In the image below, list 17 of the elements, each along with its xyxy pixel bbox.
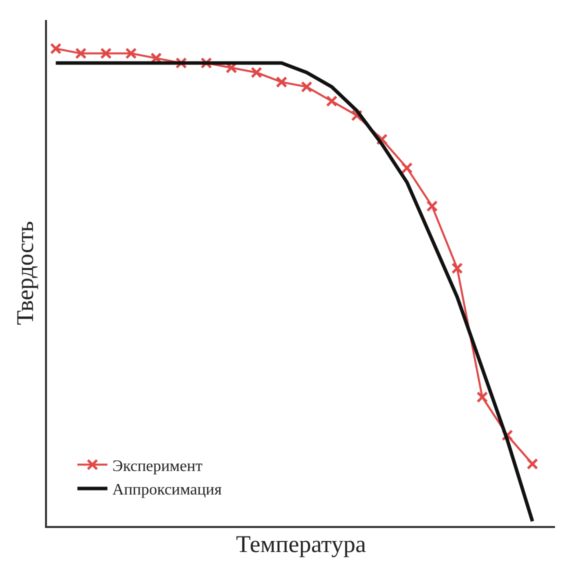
point (476, 391, 488, 403)
legend-label: Аппроксимация (112, 482, 222, 499)
point (125, 48, 137, 60)
point (250, 66, 262, 78)
point (526, 458, 538, 470)
point (326, 95, 338, 107)
point (451, 262, 463, 274)
point (426, 200, 438, 212)
point (401, 162, 413, 174)
x-axis-title: Температура (236, 532, 366, 558)
point (276, 76, 288, 88)
point (75, 48, 87, 60)
y-axis-title: Твердость (12, 221, 39, 325)
point (100, 48, 112, 60)
legend-label: Эксперимент (112, 458, 202, 475)
point (50, 42, 62, 54)
point (300, 81, 312, 93)
